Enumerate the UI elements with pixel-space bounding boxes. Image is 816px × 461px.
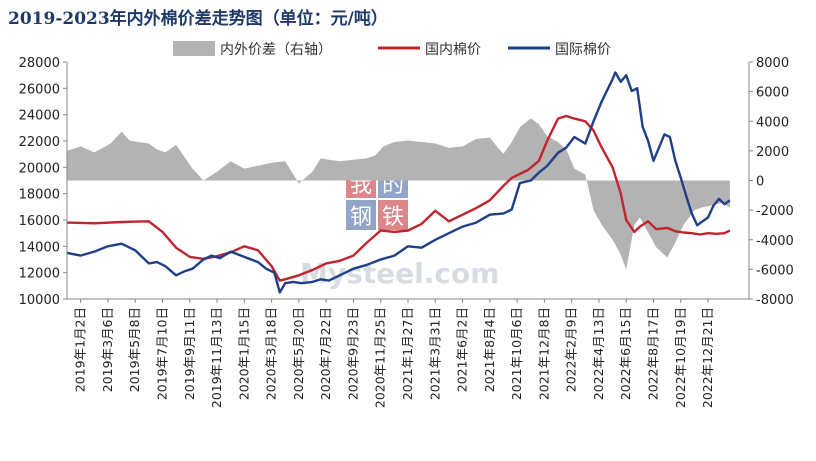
y-right-tick-label: 2000 [756, 145, 789, 160]
y-right-tick-label: 8000 [756, 56, 789, 71]
legend: 内外价差（右轴） 国内棉价 国际棉价 [173, 41, 611, 58]
legend-label-international: 国际棉价 [555, 41, 611, 58]
x-tick-label: 2019年3月6日 [100, 307, 115, 392]
x-tick-label: 2022年4月13日 [591, 307, 606, 400]
watermark-char-3: 钢 [350, 205, 372, 230]
y-left-tick-label: 26000 [19, 82, 60, 97]
series-line-international-price [66, 71, 731, 294]
watermark-block-3 [346, 200, 376, 230]
x-tick-label: 2020年9月23日 [345, 307, 360, 400]
watermark-block-4 [378, 200, 408, 230]
y-right-tick-label: 4000 [756, 115, 789, 130]
mysteel-watermark: 我 的 钢 铁 Mysteel.com [300, 168, 499, 290]
x-tick-label: 2022年2月9日 [564, 307, 579, 392]
watermark-char-4: 铁 [382, 205, 404, 230]
x-tick-label: 2019年1月2日 [73, 307, 88, 392]
y-left-tick-label: 20000 [19, 161, 60, 176]
x-tick-label: 2021年3月31日 [427, 307, 442, 400]
x-tick-label: 2021年12月8日 [536, 307, 551, 400]
x-tick-label: 2019年5月8日 [127, 307, 142, 392]
x-tick-label: 2019年7月10日 [154, 307, 169, 400]
x-tick-label: 2020年1月15日 [236, 307, 251, 400]
y-left-tick-label: 22000 [19, 135, 60, 150]
y-left-tick-label: 28000 [19, 56, 60, 71]
x-tick-label: 2020年7月22日 [318, 307, 333, 400]
x-tick-label: 2021年1月27日 [400, 307, 415, 400]
y-left-tick-label: 18000 [19, 188, 60, 203]
series-line-domestic-price [66, 114, 731, 282]
chart-title: 2019-2023年内外棉价差走势图（单位：元/吨） [8, 9, 388, 29]
x-tick-label: 2020年11月25日 [373, 307, 388, 408]
y-right-tick-label: -6000 [756, 263, 794, 278]
y-left-tick-label: 24000 [19, 109, 60, 124]
x-tick-label: 2022年8月17日 [646, 307, 661, 400]
y-left-tick-label: 10000 [19, 293, 60, 308]
x-tick-label: 2020年3月18日 [264, 307, 279, 400]
y-left-tick-label: 14000 [19, 240, 60, 255]
y-right-tick-label: 0 [756, 175, 764, 190]
legend-swatch-spread [173, 41, 215, 56]
x-tick-label: 2019年11月13日 [209, 307, 224, 408]
x-tick-label: 2020年5月20日 [291, 307, 306, 400]
y-left-tick-label: 12000 [19, 267, 60, 282]
x-tick-label: 2022年12月21日 [700, 307, 715, 408]
y-right-tick-label: -8000 [756, 293, 794, 308]
x-tick-label: 2021年8月4日 [482, 307, 497, 392]
series-area-price-spread [67, 118, 730, 270]
x-tick-label: 2022年10月19日 [673, 307, 688, 408]
y-left-tick-label: 16000 [19, 214, 60, 229]
x-tick-label: 2021年10月6日 [509, 307, 524, 400]
y-right-tick-label: -4000 [756, 234, 794, 249]
x-tick-label: 2021年6月2日 [455, 307, 470, 392]
x-tick-label: 2022年6月15日 [618, 307, 633, 400]
legend-label-spread: 内外价差（右轴） [220, 42, 332, 58]
y-right-tick-label: 6000 [756, 86, 789, 101]
y-right-tick-label: -2000 [756, 204, 794, 219]
x-tick-label: 2019年9月11日 [182, 307, 197, 400]
legend-label-domestic: 国内棉价 [425, 41, 481, 58]
